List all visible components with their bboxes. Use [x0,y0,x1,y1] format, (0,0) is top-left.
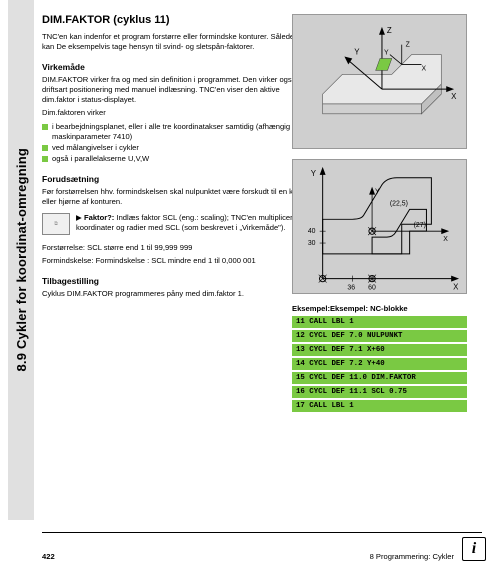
nc-line: 13 CYCL DEF 7.1 X+60 [292,344,467,356]
svg-text:X: X [422,65,427,72]
virkemaade-p1: DIM.FAKTOR virker fra og med sin definit… [42,75,310,106]
intro-paragraph: TNC'en kan indenfor et program forstørre… [42,32,310,53]
forudsaetning-p: Før forstørrelsen hhv. formindskelsen sk… [42,187,310,208]
page-footer: 422 8 Programmering: Cykler i [42,537,486,561]
svg-text:Y: Y [375,189,380,196]
svg-text:30: 30 [308,240,316,247]
page-number: 422 [42,552,55,561]
nc-line: 11 CALL LBL 1 [292,316,467,328]
svg-text:Z: Z [406,42,410,49]
svg-text:Y: Y [354,48,360,57]
nc-block-header: Eksempel:Eksempel: NC-blokke [292,304,467,313]
virkemaade-p2: Dim.faktoren virker [42,108,310,118]
svg-text:X: X [451,92,457,101]
faktor-label: Faktor?: [84,213,114,222]
section-tilbagestilling-title: Tilbagestilling [42,276,310,286]
main-column: DIM.FAKTOR (cyklus 11) TNC'en kan indenf… [42,14,310,302]
chapter-label: 8 Programmering: Cykler [370,552,454,561]
nc-line: 17 CALL LBL 1 [292,400,467,412]
nc-line: 15 CYCL DEF 11.0 DIM.FAKTOR [292,372,467,384]
list-item: også i parallelakserne U,V,W [42,154,310,164]
tilbagestilling-p: Cyklus DIM.FAKTOR programmeres påny med … [42,289,310,299]
section-number-title: 8.9 Cykler for koordinat-omregning [14,148,29,372]
figure-3d: Z X Y Z X Y [292,14,467,149]
figure-2d-svg: Y X Y X (22,5) (27) 40 30 [293,160,466,293]
arrow-icon: ▶ [76,213,84,222]
nc-line: 12 CYCL DEF 7.0 NULPUNKT [292,330,467,342]
svg-text:Y: Y [311,169,317,178]
right-column: Z X Y Z X Y Y X Y [292,14,467,414]
nc-block-list: 11 CALL LBL 1 12 CYCL DEF 7.0 NULPUNKT 1… [292,316,467,412]
info-icon: i [462,537,486,561]
list-item: i bearbejdningsplanet, eller i alle tre … [42,122,310,143]
faktor-instruction: ▶ Faktor?: Indlæs faktor SCL (eng.: scal… [76,213,310,234]
nc-line: 16 CYCL DEF 11.1 SCL 0.75 [292,386,467,398]
figure-2d: Y X Y X (22,5) (27) 40 30 [292,159,467,294]
list-item: ved målangivelser i cykler [42,143,310,153]
svg-text:(22,5): (22,5) [390,200,408,207]
virkemaade-bullets: i bearbejdningsplanet, eller i alle tre … [42,122,310,165]
svg-text:60: 60 [368,284,376,291]
svg-text:Z: Z [387,26,392,35]
svg-text:X: X [443,236,448,243]
softkey-icon: ⧉ [42,213,70,235]
svg-text:36: 36 [347,284,355,291]
svg-text:(27): (27) [414,222,426,229]
svg-text:Y: Y [384,50,389,57]
section-virkemaade-title: Virkemåde [42,62,310,72]
softkey-row: ⧉ ▶ Faktor?: Indlæs faktor SCL (eng.: sc… [42,213,310,235]
enlarge-line: Forstørrelse: SCL større end 1 til 99,99… [42,243,310,253]
figure-3d-svg: Z X Y Z X Y [293,15,466,148]
svg-text:40: 40 [308,228,316,235]
section-sidebar: 8.9 Cykler for koordinat-omregning [8,0,34,520]
page-title: DIM.FAKTOR (cyklus 11) [42,14,310,26]
section-forudsaetning-title: Forudsætning [42,174,310,184]
shrink-line: Formindskelse: Formindskelse : SCL mindr… [42,256,310,266]
nc-line: 14 CYCL DEF 7.2 Y+40 [292,358,467,370]
svg-text:X: X [453,282,459,291]
